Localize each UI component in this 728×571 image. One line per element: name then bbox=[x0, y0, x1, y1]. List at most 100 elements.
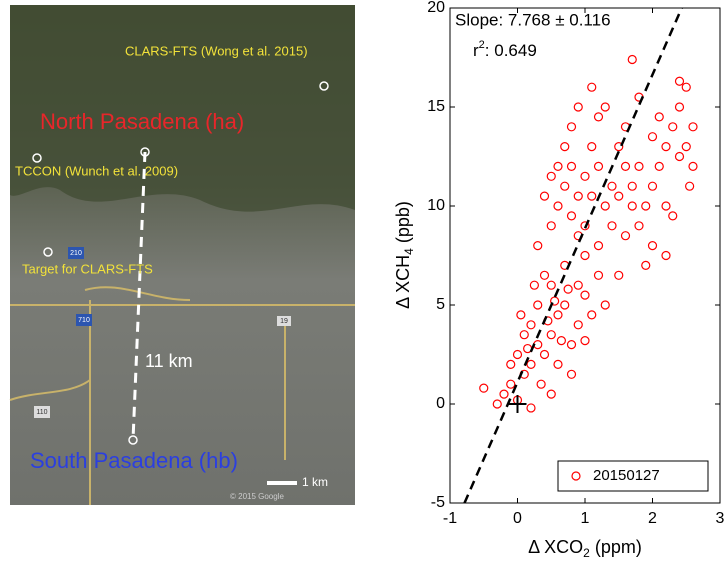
point bbox=[681, 82, 691, 92]
point bbox=[546, 171, 556, 181]
point bbox=[668, 122, 678, 132]
point bbox=[526, 403, 536, 413]
y-tick-label: -5 bbox=[431, 494, 445, 511]
annotation: Slope: 7.768 ± 0.116 bbox=[455, 10, 611, 29]
point bbox=[529, 280, 539, 290]
point bbox=[620, 231, 631, 241]
point bbox=[634, 221, 644, 231]
point bbox=[560, 142, 570, 152]
shield-label: 110 bbox=[36, 409, 47, 416]
point bbox=[647, 132, 658, 142]
point bbox=[573, 320, 583, 330]
point bbox=[685, 181, 695, 191]
point bbox=[506, 359, 516, 369]
point bbox=[580, 221, 590, 231]
legend-box bbox=[557, 460, 709, 492]
point bbox=[546, 280, 556, 290]
point bbox=[614, 191, 624, 201]
point bbox=[627, 181, 637, 191]
point bbox=[668, 211, 678, 221]
sites bbox=[32, 81, 329, 445]
y-tick-label: 10 bbox=[427, 197, 445, 214]
label-part: 4 bbox=[402, 248, 416, 255]
point bbox=[627, 54, 637, 65]
point bbox=[607, 221, 617, 231]
point bbox=[688, 161, 698, 171]
point bbox=[647, 181, 658, 191]
point bbox=[573, 280, 583, 290]
point bbox=[516, 310, 526, 320]
point bbox=[627, 201, 637, 211]
map-label: © 2015 Google bbox=[230, 492, 284, 501]
point bbox=[661, 142, 671, 152]
point bbox=[553, 310, 563, 320]
shield bbox=[277, 316, 291, 326]
point bbox=[580, 290, 590, 300]
shield-label: 19 bbox=[280, 318, 288, 325]
point bbox=[566, 340, 577, 350]
origin-marker bbox=[508, 395, 527, 413]
y-tick-label: 20 bbox=[427, 0, 445, 16]
label-part: Δ XCO bbox=[528, 537, 583, 557]
transect bbox=[131, 151, 147, 441]
point bbox=[647, 241, 658, 251]
point bbox=[546, 221, 556, 231]
point bbox=[492, 399, 502, 409]
shield-label: 210 bbox=[70, 250, 82, 257]
point bbox=[593, 241, 604, 251]
y-tick-label: 5 bbox=[436, 296, 445, 313]
label-part: Δ XCH bbox=[393, 255, 413, 309]
label-part: 2 bbox=[583, 546, 590, 560]
point bbox=[533, 300, 543, 310]
point bbox=[546, 389, 556, 399]
map-label: Target for CLARS-FTS bbox=[22, 261, 153, 276]
x-tick-label: -1 bbox=[443, 510, 457, 527]
annotation-part: : 0.649 bbox=[485, 41, 537, 60]
x-tick-label: 1 bbox=[581, 510, 590, 527]
point bbox=[614, 270, 624, 280]
map-label: 11 km bbox=[145, 351, 193, 371]
point bbox=[533, 241, 543, 251]
point bbox=[519, 330, 529, 340]
shield-label: 710 bbox=[78, 317, 90, 324]
legend-label: 20150127 bbox=[593, 467, 660, 484]
point bbox=[539, 270, 550, 280]
point bbox=[479, 383, 489, 393]
label-part: (ppm) bbox=[590, 537, 642, 557]
point bbox=[593, 270, 604, 280]
point bbox=[654, 161, 664, 171]
x-tick-label: 2 bbox=[648, 510, 657, 527]
point bbox=[661, 201, 671, 211]
point bbox=[587, 310, 597, 320]
point bbox=[512, 349, 523, 360]
map-label: 1 km bbox=[302, 475, 328, 489]
point bbox=[654, 112, 664, 122]
point bbox=[661, 250, 671, 261]
x-tick-label: 3 bbox=[716, 510, 725, 527]
point bbox=[587, 142, 597, 152]
map-label: TCCON (Wunch et al. 2009) bbox=[15, 163, 178, 178]
annotation: r2: 0.649 bbox=[473, 39, 537, 61]
y-tick-label: 15 bbox=[427, 98, 445, 115]
point bbox=[526, 320, 536, 330]
point bbox=[600, 102, 610, 112]
annotation-part: 2 bbox=[479, 39, 485, 51]
point bbox=[607, 181, 617, 191]
plot-frame bbox=[449, 7, 721, 504]
point bbox=[587, 191, 597, 201]
point bbox=[681, 142, 691, 152]
point bbox=[587, 82, 597, 92]
point bbox=[539, 191, 550, 201]
point bbox=[688, 122, 698, 132]
point bbox=[614, 142, 624, 152]
point bbox=[553, 359, 563, 369]
map-label: CLARS-FTS (Wong et al. 2015) bbox=[125, 43, 308, 58]
shield bbox=[68, 247, 84, 259]
x-axis-label: Δ XCO2 (ppm) bbox=[528, 537, 642, 560]
point bbox=[536, 379, 546, 389]
shield bbox=[76, 314, 92, 326]
point bbox=[506, 379, 516, 389]
point bbox=[641, 260, 651, 270]
